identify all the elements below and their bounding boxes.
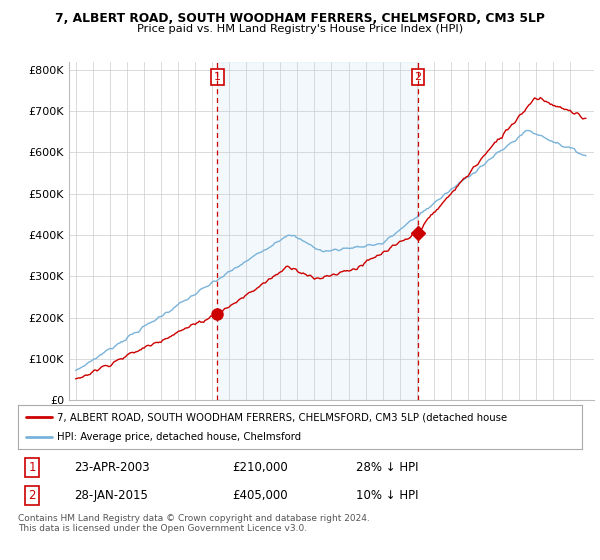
- Text: Price paid vs. HM Land Registry's House Price Index (HPI): Price paid vs. HM Land Registry's House …: [137, 24, 463, 34]
- Text: £210,000: £210,000: [232, 461, 288, 474]
- Text: 28% ↓ HPI: 28% ↓ HPI: [356, 461, 419, 474]
- Text: 10% ↓ HPI: 10% ↓ HPI: [356, 489, 419, 502]
- Text: 2: 2: [415, 72, 421, 82]
- Text: £405,000: £405,000: [232, 489, 288, 502]
- Text: 1: 1: [28, 461, 36, 474]
- Text: 28-JAN-2015: 28-JAN-2015: [74, 489, 148, 502]
- Text: 7, ALBERT ROAD, SOUTH WOODHAM FERRERS, CHELMSFORD, CM3 5LP (detached house: 7, ALBERT ROAD, SOUTH WOODHAM FERRERS, C…: [58, 412, 508, 422]
- Text: HPI: Average price, detached house, Chelmsford: HPI: Average price, detached house, Chel…: [58, 432, 302, 442]
- Text: 23-APR-2003: 23-APR-2003: [74, 461, 150, 474]
- Text: 2: 2: [28, 489, 36, 502]
- Text: 1: 1: [214, 72, 221, 82]
- Text: Contains HM Land Registry data © Crown copyright and database right 2024.
This d: Contains HM Land Registry data © Crown c…: [18, 514, 370, 534]
- Bar: [217, 62, 418, 400]
- Text: 7, ALBERT ROAD, SOUTH WOODHAM FERRERS, CHELMSFORD, CM3 5LP: 7, ALBERT ROAD, SOUTH WOODHAM FERRERS, C…: [55, 12, 545, 25]
